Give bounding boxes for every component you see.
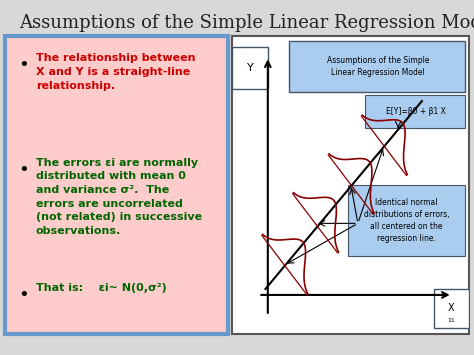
Text: That is:    εi~ N(0,σ²): That is: εi~ N(0,σ²)	[36, 283, 167, 293]
FancyBboxPatch shape	[289, 42, 465, 92]
Text: The errors εi are normally
distributed with mean 0
and variance σ².  The
errors : The errors εi are normally distributed w…	[36, 158, 202, 236]
Text: Y: Y	[246, 63, 254, 73]
Text: 11: 11	[447, 318, 456, 323]
FancyBboxPatch shape	[232, 36, 469, 334]
Text: X: X	[448, 304, 455, 313]
Text: •: •	[18, 286, 29, 304]
Text: Assumptions of the Simple Linear Regression Model: Assumptions of the Simple Linear Regress…	[19, 14, 474, 32]
Text: The relationship between
X and Y is a straight-line
relationship.: The relationship between X and Y is a st…	[36, 53, 195, 91]
Text: •: •	[18, 161, 29, 179]
FancyBboxPatch shape	[232, 48, 268, 89]
Text: E[Y]=β0 + β1 X: E[Y]=β0 + β1 X	[386, 107, 446, 116]
Text: Assumptions of the Simple
Linear Regression Model: Assumptions of the Simple Linear Regress…	[327, 56, 429, 77]
FancyBboxPatch shape	[434, 289, 469, 328]
FancyBboxPatch shape	[348, 185, 465, 256]
Text: •: •	[18, 56, 29, 75]
FancyBboxPatch shape	[365, 95, 465, 128]
Text: Identical normal
distributions of errors,
all centered on the
regression line.: Identical normal distributions of errors…	[364, 198, 449, 242]
FancyBboxPatch shape	[5, 36, 228, 334]
